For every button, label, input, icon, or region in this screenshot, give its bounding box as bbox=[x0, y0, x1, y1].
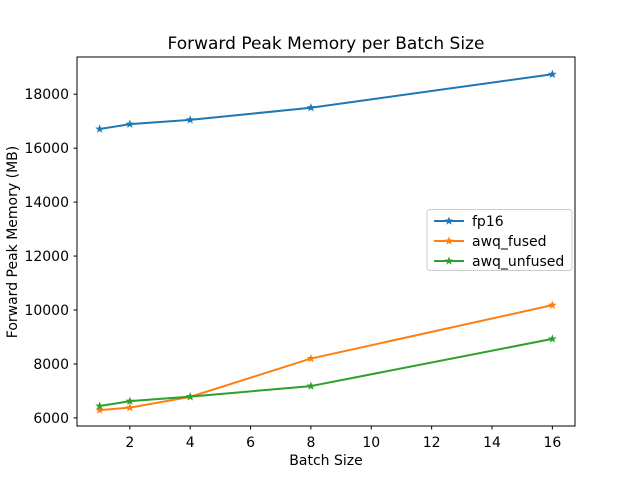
x-tick-label: 12 bbox=[423, 435, 441, 451]
marker-awq_unfused-8 bbox=[306, 381, 316, 390]
axis-ticks: 2 4 6 8 10 12 14 16 6000 8000 10000 12000 14000 16000… bbox=[24, 87, 561, 451]
x-tick-label: 2 bbox=[125, 435, 134, 451]
marker-awq_fused-8 bbox=[306, 353, 316, 363]
legend-star-icon-awq_fused bbox=[444, 236, 454, 245]
y-tick-label: 6000 bbox=[33, 411, 69, 427]
marker-awq_unfused-2 bbox=[125, 396, 135, 405]
y-tick-label: 10000 bbox=[24, 303, 69, 319]
data-series bbox=[95, 69, 557, 414]
x-tick-label: 16 bbox=[543, 435, 561, 451]
x-tick-label: 6 bbox=[246, 435, 255, 451]
y-tick-label: 18000 bbox=[24, 87, 69, 103]
marker-awq_unfused-1 bbox=[95, 401, 105, 410]
y-tick-label: 14000 bbox=[24, 195, 69, 211]
legend-label-awq_fused: awq_fused bbox=[472, 234, 547, 250]
legend-star-icon-awq_unfused bbox=[444, 256, 454, 265]
marker-fp16-2 bbox=[125, 119, 135, 128]
chart-title: Forward Peak Memory per Batch Size bbox=[168, 34, 485, 54]
y-tick-label: 8000 bbox=[33, 357, 69, 373]
marker-awq_unfused-16 bbox=[547, 334, 557, 343]
marker-fp16-4 bbox=[185, 115, 195, 124]
legend-label-awq_unfused: awq_unfused bbox=[472, 254, 564, 270]
x-tick-label: 10 bbox=[362, 435, 380, 451]
marker-fp16-1 bbox=[95, 124, 105, 133]
marker-awq_fused-2 bbox=[125, 403, 135, 412]
legend: fp16 awq_fused awq_unfused bbox=[426, 209, 573, 271]
x-tick-label: 8 bbox=[306, 435, 315, 451]
marker-awq_unfused-4 bbox=[185, 392, 195, 401]
marker-awq_fused-1 bbox=[95, 405, 105, 414]
x-axis-label: Batch Size bbox=[289, 453, 362, 469]
marker-awq_fused-16 bbox=[547, 300, 557, 309]
y-tick-label: 16000 bbox=[24, 141, 69, 157]
x-tick-label: 14 bbox=[483, 435, 501, 451]
y-axis-label: Forward Peak Memory (MB) bbox=[5, 146, 21, 338]
legend-box bbox=[426, 209, 573, 271]
legend-star-icon-fp16 bbox=[444, 216, 454, 225]
marker-fp16-8 bbox=[306, 103, 316, 112]
x-tick-label: 4 bbox=[186, 435, 195, 451]
y-tick-label: 12000 bbox=[24, 249, 69, 265]
marker-fp16-16 bbox=[547, 69, 557, 78]
legend-label-fp16: fp16 bbox=[472, 214, 504, 230]
